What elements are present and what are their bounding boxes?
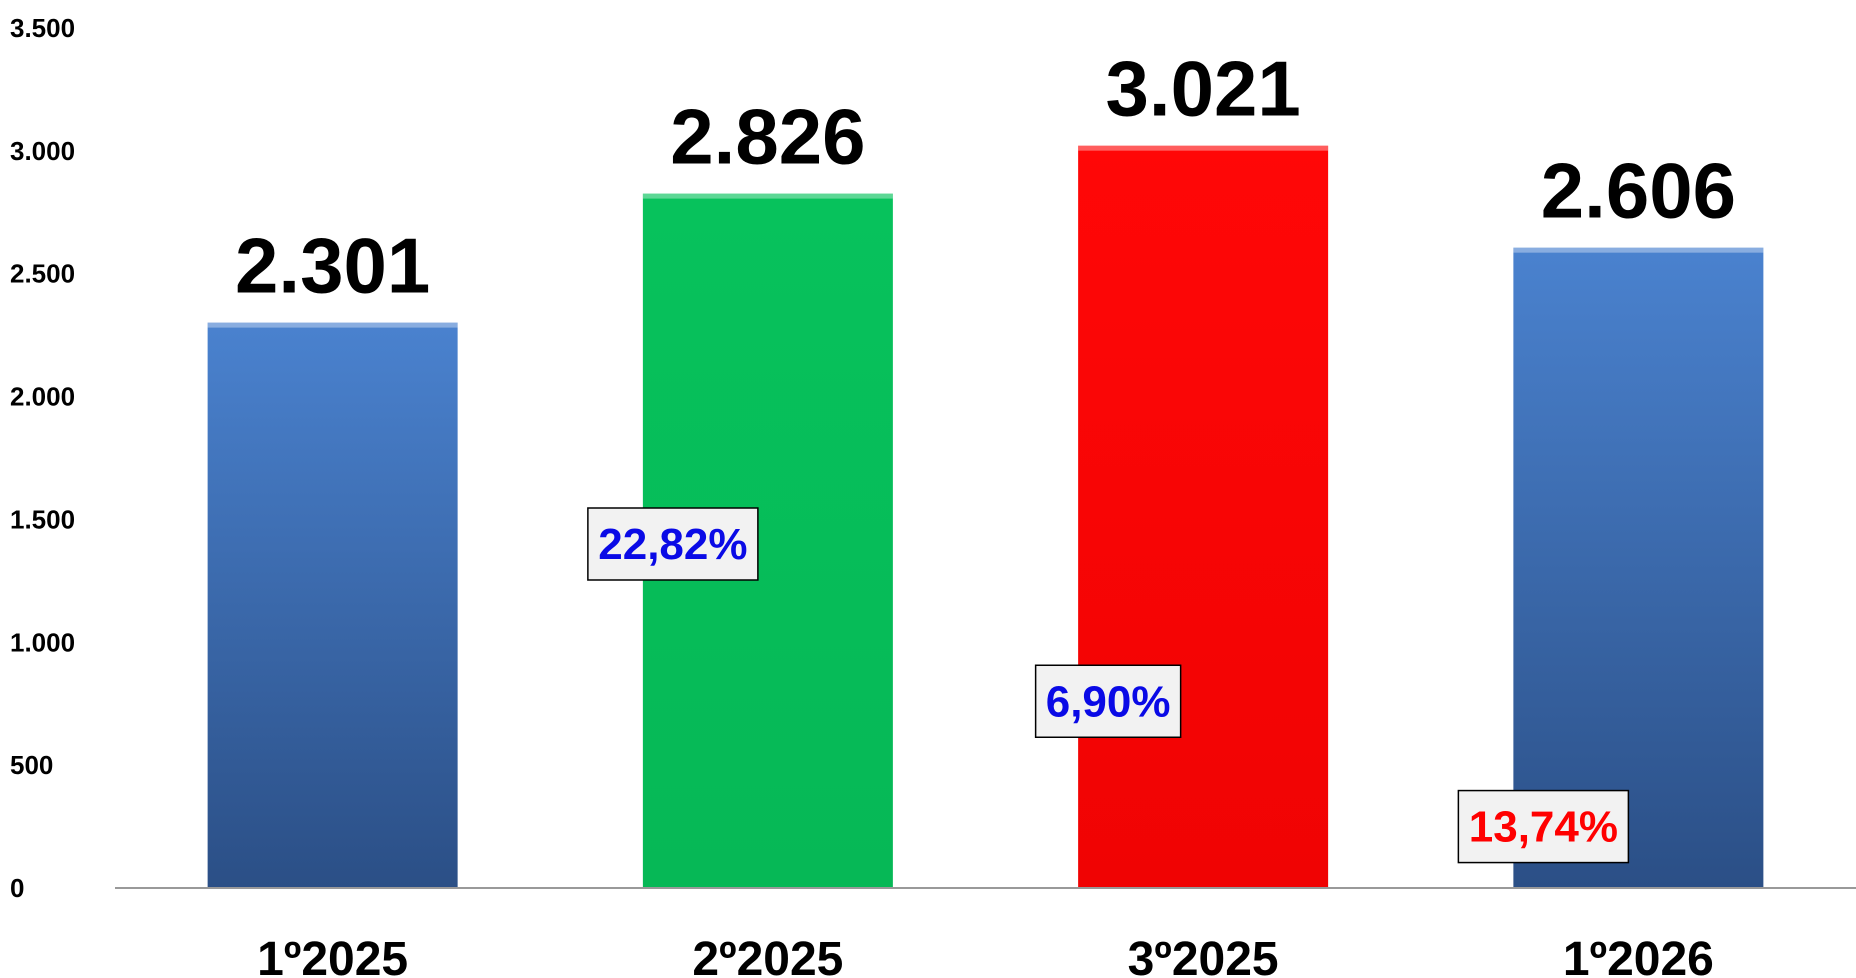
annotations: 22,82% 6,90% 13,74% — [587, 507, 1630, 864]
percent-annotation: 13,74% — [1457, 789, 1630, 864]
bar-value-label: 3.021 — [1106, 45, 1301, 133]
annotation-box — [587, 507, 759, 581]
bar-value-label: 2.606 — [1541, 147, 1736, 235]
y-tick-label: 3.000 — [10, 136, 75, 166]
percent-annotation: 22,82% — [587, 507, 759, 581]
annotation-text: 13,74% — [1469, 803, 1618, 852]
annotation-text: 22,82% — [598, 520, 747, 569]
bar — [1513, 247, 1764, 888]
y-tick-label: 500 — [10, 750, 53, 780]
annotation-box — [1034, 664, 1182, 739]
value-labels: 2.301 2.826 3.021 2.606 — [235, 45, 1736, 310]
percent-annotation: 6,90% — [1034, 664, 1182, 739]
bar-value-label: 2.826 — [670, 93, 865, 181]
bar-value-label: 2.301 — [235, 222, 430, 310]
x-tick-label: 1º2025 — [257, 933, 408, 978]
bar-top-highlight — [642, 193, 893, 199]
bar — [207, 322, 458, 888]
bars — [207, 145, 1764, 888]
y-tick-label: 0 — [10, 873, 24, 903]
y-tick-label: 3.500 — [10, 13, 75, 43]
x-axis: 1º2025 2º2025 3º2025 1º2026 — [115, 887, 1856, 978]
bar-top-highlight — [1513, 247, 1764, 253]
bar-top-highlight — [1078, 145, 1329, 151]
x-tick-label: 1º2026 — [1563, 933, 1714, 978]
x-tick-label: 2º2025 — [692, 933, 843, 978]
x-tick-label: 3º2025 — [1128, 933, 1279, 978]
y-tick-label: 1.000 — [10, 627, 75, 657]
annotation-box — [1457, 789, 1630, 864]
bar — [1078, 145, 1329, 888]
y-tick-label: 2.500 — [10, 259, 75, 289]
y-axis: 0 500 1.000 1.500 2.000 2.500 3.000 3.500 — [10, 13, 75, 903]
bar-top-highlight — [207, 322, 458, 328]
annotation-text: 6,90% — [1046, 677, 1171, 726]
y-tick-label: 1.500 — [10, 504, 75, 534]
y-tick-label: 2.000 — [10, 382, 75, 412]
